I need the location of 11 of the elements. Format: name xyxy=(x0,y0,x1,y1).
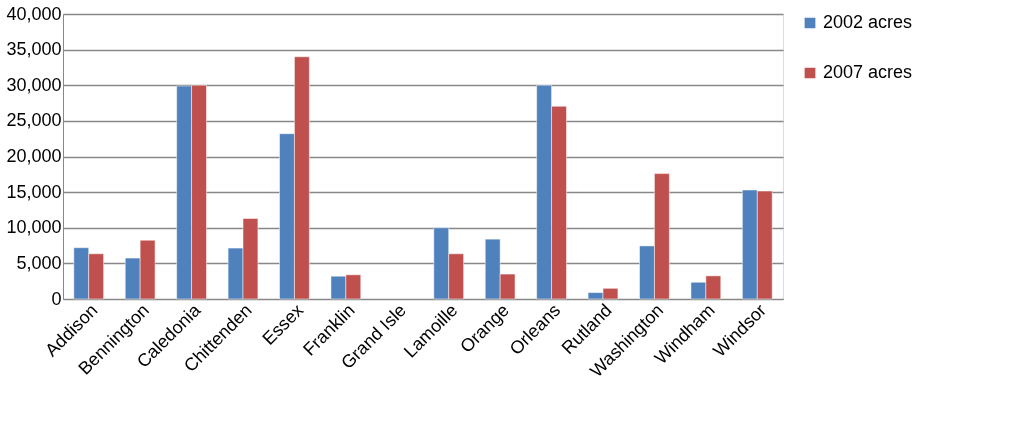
y-tick-label: 30,000 xyxy=(6,74,62,95)
legend-label: 2002 acres xyxy=(823,12,913,32)
legend-label: 2007 acres xyxy=(823,62,913,82)
y-tick-label: 20,000 xyxy=(6,146,62,166)
y-tick-label: 35,000 xyxy=(6,39,62,60)
y-tick-label: 0 xyxy=(51,288,62,309)
y-tick-label: 15,000 xyxy=(6,181,62,202)
y-tick-label: 40,000 xyxy=(6,3,62,24)
y-tick-label: 25,000 xyxy=(6,110,62,131)
y-tick-label: 5,000 xyxy=(16,252,62,273)
y-tick-label: 10,000 xyxy=(6,217,62,238)
